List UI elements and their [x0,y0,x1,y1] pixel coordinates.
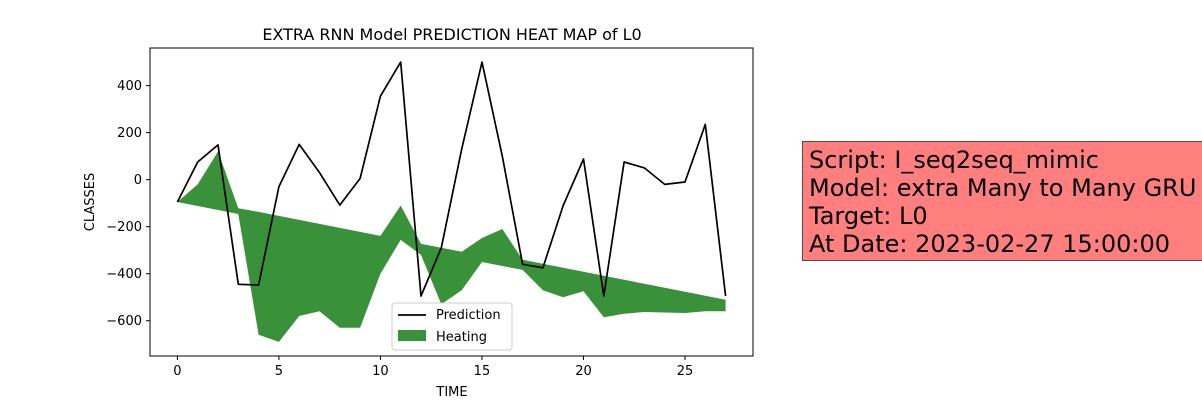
heating-area-layer [177,151,726,342]
legend-heating-label: Heating [436,330,487,345]
x-tick-label: 15 [474,364,491,379]
heating-area [177,151,726,342]
info-script-line: Script: I_seq2seq_mimic [809,146,1099,174]
y-axis-label: CLASSES [83,173,98,231]
y-tick-label: 200 [117,126,142,141]
x-axis-label: TIME [435,385,467,400]
x-tick-label: 25 [677,364,694,379]
y-tick-label: −400 [106,267,142,282]
info-model-line: Model: extra Many to Many GRU [809,174,1197,202]
info-target-line: Target: L0 [809,202,928,230]
y-axis-ticks: −600 −400 −200 0 200 400 [106,79,150,329]
x-tick-label: 0 [173,364,181,379]
info-box: Script: I_seq2seq_mimic Model: extra Man… [802,141,1202,261]
info-date-line: At Date: 2023-02-27 15:00:00 [809,230,1171,258]
x-axis-ticks: 0 5 10 15 20 25 [173,356,693,379]
y-tick-label: 400 [117,79,142,94]
x-tick-label: 20 [575,364,592,379]
prediction-line [176,61,727,297]
legend-heating-swatch [398,330,426,341]
chart-title: EXTRA RNN Model PREDICTION HEAT MAP of L… [262,25,641,44]
legend-prediction-label: Prediction [436,308,501,323]
chart-canvas: EXTRA RNN Model PREDICTION HEAT MAP of L… [83,25,754,400]
y-tick-label: −600 [106,314,142,329]
legend: Prediction Heating [391,302,513,351]
y-tick-label: −200 [106,220,142,235]
y-tick-label: 0 [134,173,142,188]
x-tick-label: 5 [275,364,283,379]
x-tick-label: 10 [372,364,389,379]
plot-frame [149,47,754,357]
prediction-line-layer [176,61,727,297]
